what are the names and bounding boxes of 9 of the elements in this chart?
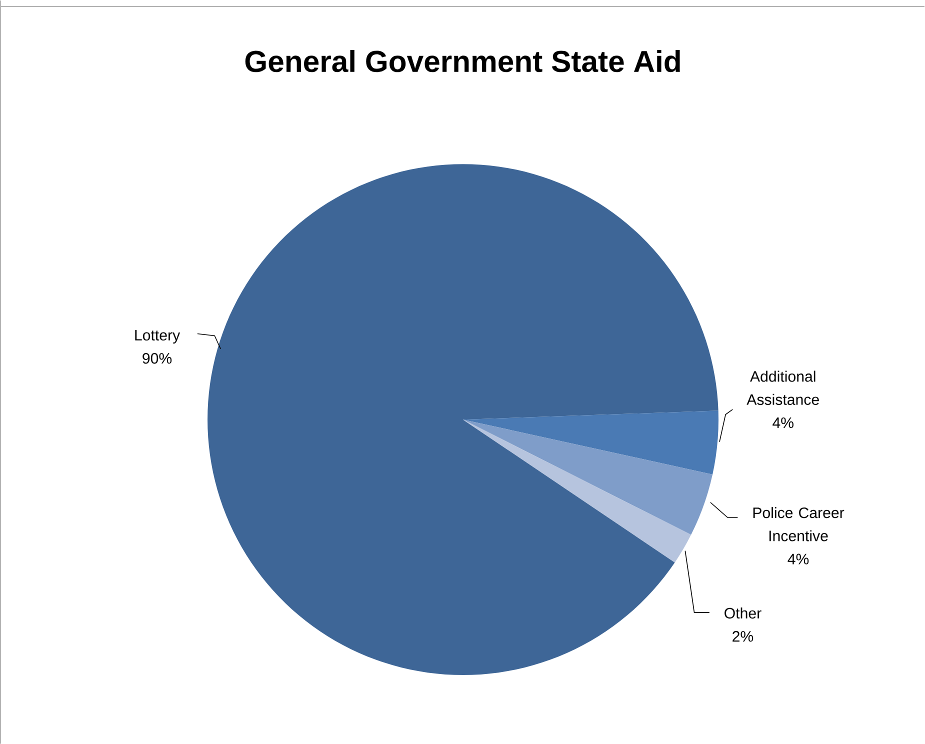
slice-label: Additional Assistance bbox=[746, 370, 819, 405]
data-label: 2% bbox=[732, 630, 754, 642]
slice-label: Lottery bbox=[135, 330, 180, 344]
data-label: 4% bbox=[788, 554, 809, 564]
data-label: 90% bbox=[142, 352, 172, 364]
slice-label: Other bbox=[724, 607, 762, 618]
data-label: 4% bbox=[772, 417, 794, 428]
chart-title: General Government State Aid bbox=[245, 50, 680, 72]
slice-label: Police Career Incentive bbox=[753, 506, 844, 542]
